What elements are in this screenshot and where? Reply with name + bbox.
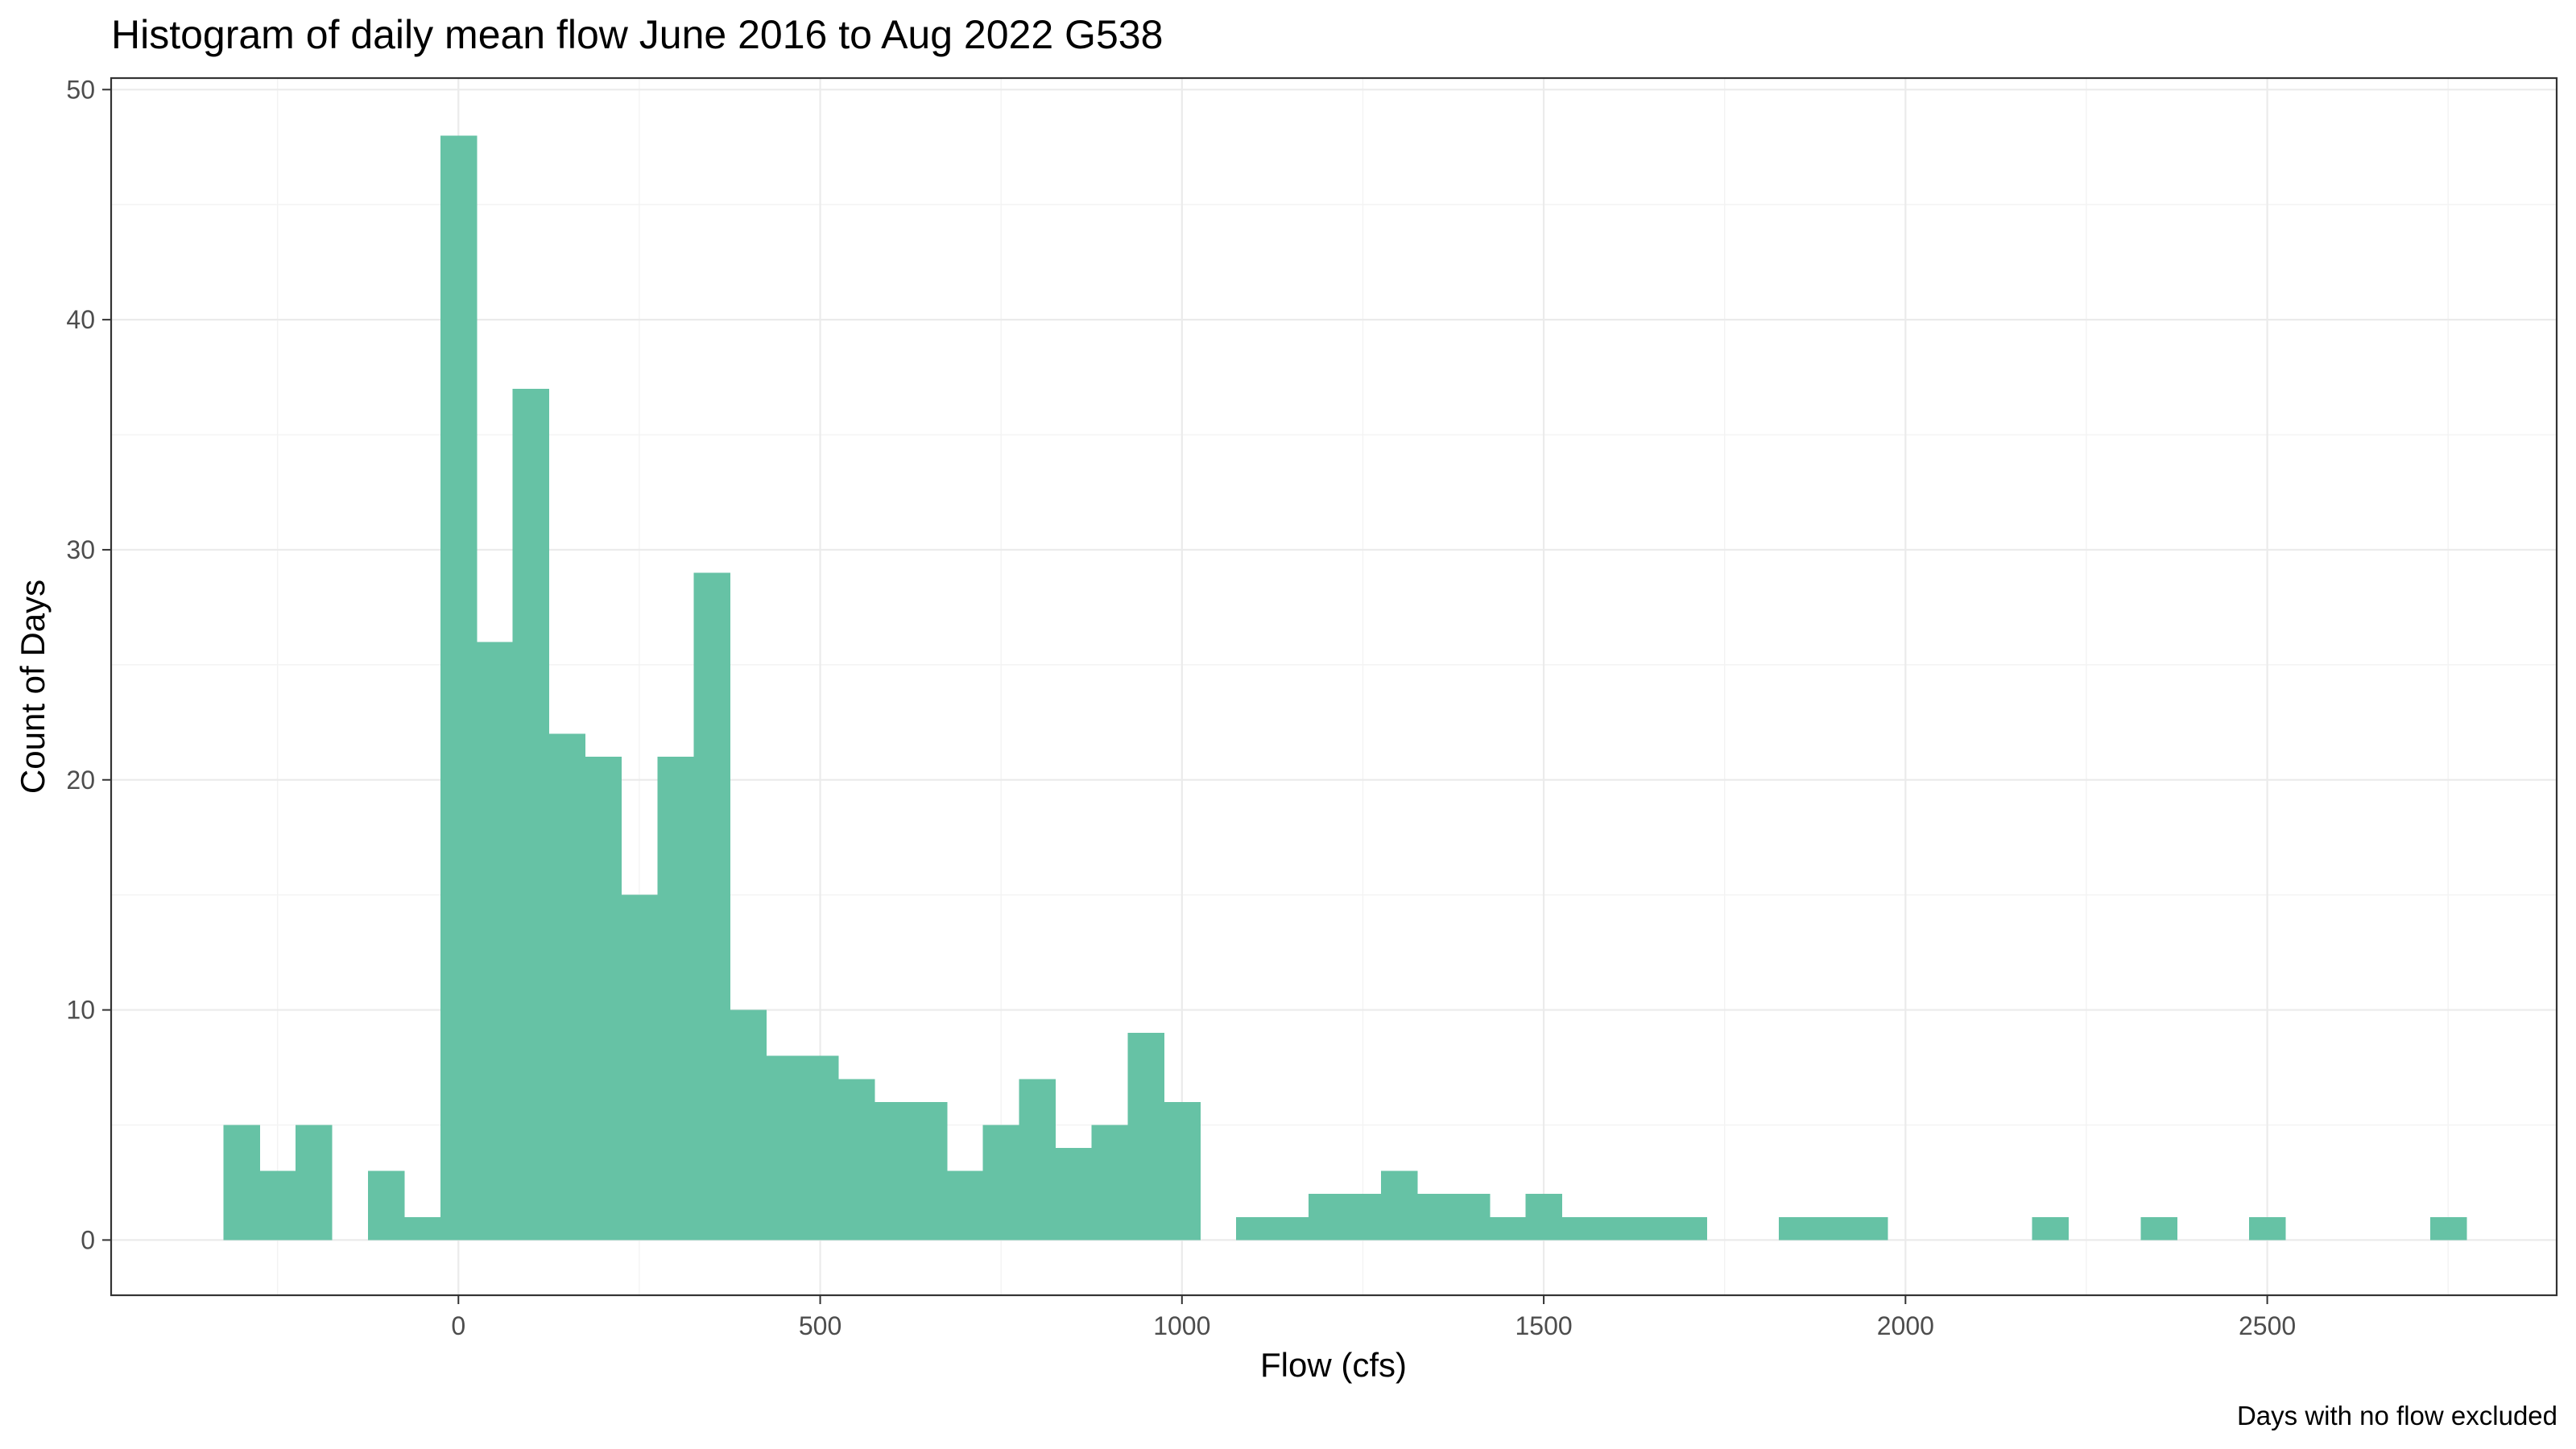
histogram-bar: [367, 1170, 405, 1241]
histogram-bar: [982, 1125, 1020, 1241]
x-tick-label: 0: [451, 1311, 465, 1340]
chart-caption: Days with no flow excluded: [2237, 1401, 2557, 1430]
histogram-bar: [874, 1101, 912, 1241]
histogram-bar: [259, 1170, 296, 1241]
histogram-bar: [2140, 1216, 2177, 1241]
histogram-bar: [1344, 1194, 1382, 1241]
histogram-bar: [730, 1009, 767, 1241]
histogram-bar: [766, 1055, 803, 1241]
histogram-bar: [1598, 1216, 1635, 1241]
histogram-bar: [1127, 1033, 1164, 1241]
histogram-bar: [657, 757, 694, 1241]
x-axis-title: Flow (cfs): [1260, 1346, 1407, 1384]
y-tick-label: 10: [66, 996, 95, 1025]
histogram-bar: [1416, 1194, 1454, 1241]
histogram-bar: [440, 135, 478, 1241]
x-tick-label: 2500: [2239, 1311, 2296, 1340]
histogram-bar: [585, 757, 622, 1241]
histogram-bar: [693, 572, 730, 1241]
histogram-bar: [1380, 1170, 1418, 1241]
histogram-bar: [1236, 1216, 1273, 1241]
y-tick-label: 30: [66, 535, 95, 564]
histogram-bar: [1055, 1148, 1093, 1241]
histogram-bar: [1309, 1194, 1346, 1241]
histogram-bar: [1164, 1101, 1201, 1241]
histogram-bar: [296, 1125, 333, 1241]
histogram-bar: [1091, 1125, 1129, 1241]
histogram-bar: [512, 388, 550, 1241]
x-tick-label: 1000: [1153, 1311, 1210, 1340]
histogram-bar: [476, 642, 514, 1241]
histogram-bar: [1453, 1194, 1491, 1241]
histogram-bar: [1489, 1216, 1527, 1241]
histogram-bar: [403, 1216, 441, 1241]
histogram-bar: [1525, 1194, 1563, 1241]
histogram-bar: [1779, 1216, 1816, 1241]
plot-panel-border: [110, 76, 2558, 1297]
histogram-bar: [2032, 1216, 2069, 1241]
histogram-bar: [1634, 1216, 1671, 1241]
histogram-bar: [802, 1055, 839, 1241]
x-tick-label: 500: [799, 1311, 841, 1340]
y-tick-label: 50: [66, 75, 95, 104]
histogram-bar: [223, 1125, 260, 1241]
histogram-bar: [946, 1170, 984, 1241]
histogram-bar: [548, 733, 586, 1241]
axis-ticks: [102, 89, 2268, 1304]
histogram-bar: [1815, 1216, 1852, 1241]
y-tick-label: 20: [66, 766, 95, 795]
histogram-bar: [1850, 1216, 1888, 1241]
y-axis-title: Count of Days: [14, 580, 52, 794]
histogram-bar: [2429, 1216, 2467, 1241]
histogram-bar: [621, 894, 658, 1241]
histogram-bar: [2249, 1216, 2286, 1241]
y-tick-label: 40: [66, 305, 95, 334]
histogram-bar: [910, 1101, 948, 1241]
histogram-bar: [838, 1079, 875, 1241]
chart-title: Histogram of daily mean flow June 2016 t…: [111, 12, 1163, 57]
histogram-bar: [1561, 1216, 1599, 1241]
axis-tick-labels: 0 500 1000 1500 2000 2500 0 10 20 30 40 50: [66, 75, 2296, 1340]
histogram-bar: [1670, 1216, 1707, 1241]
x-tick-label: 1500: [1515, 1311, 1572, 1340]
histogram-bars: [223, 135, 2467, 1241]
histogram-bar: [1019, 1079, 1056, 1241]
histogram-bar: [1272, 1216, 1309, 1241]
x-tick-label: 2000: [1877, 1311, 1934, 1340]
y-tick-label: 0: [81, 1225, 95, 1254]
